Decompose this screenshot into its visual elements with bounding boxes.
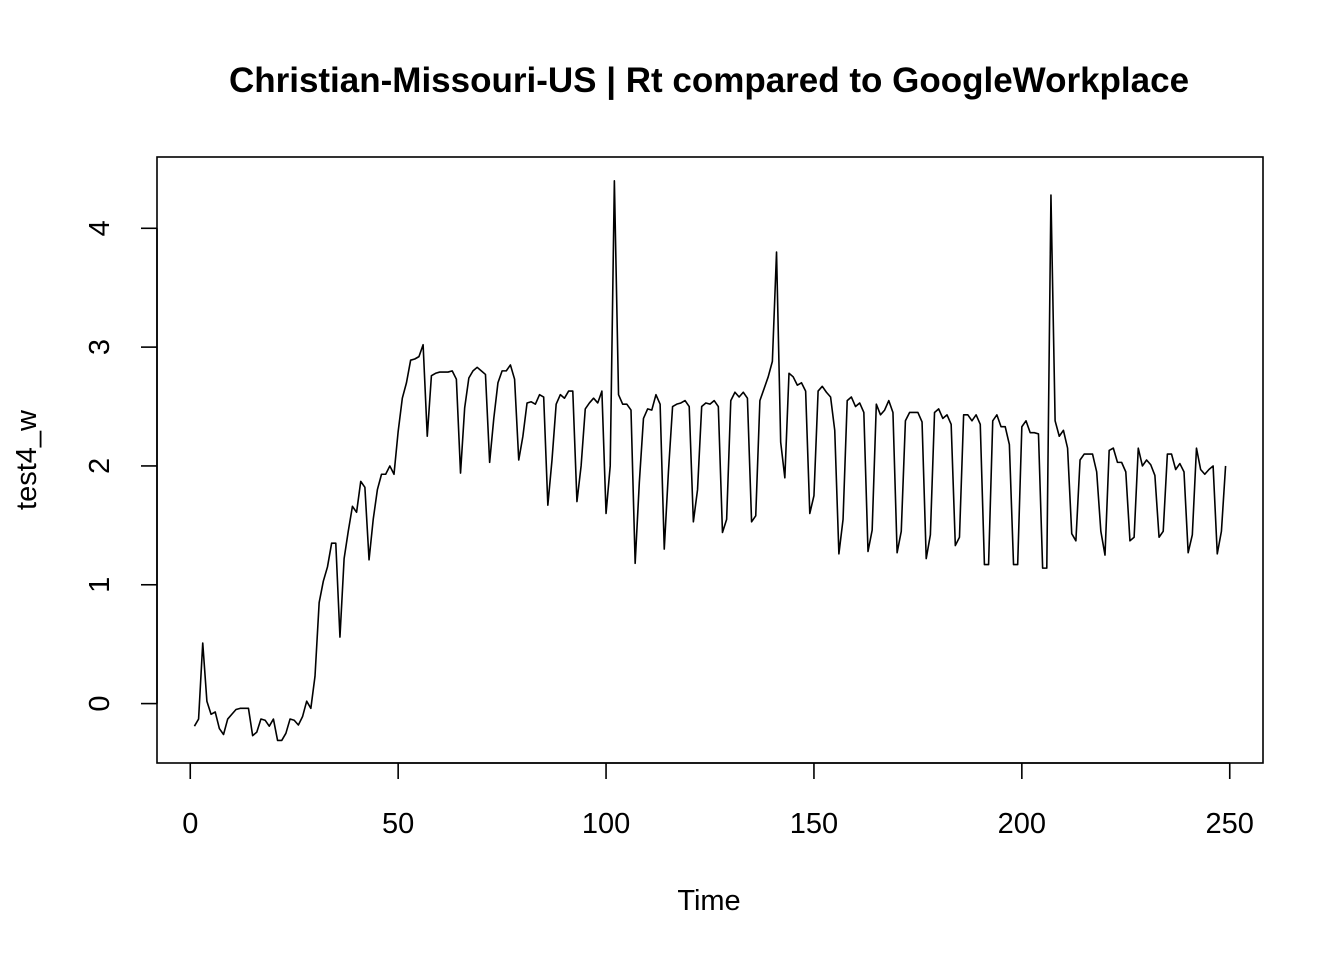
y-tick-label: 1	[84, 577, 116, 593]
y-tick-label: 0	[84, 696, 116, 712]
x-tick-label: 150	[790, 808, 838, 840]
x-tick-label: 250	[1206, 808, 1254, 840]
y-tick-label: 3	[84, 339, 116, 355]
plot-frame	[157, 157, 1263, 763]
series-line	[194, 181, 1225, 741]
y-tick-label: 2	[84, 458, 116, 474]
x-tick-label: 0	[182, 808, 198, 840]
y-axis: 0 1 2 3 4	[84, 220, 157, 711]
x-tick-label: 100	[582, 808, 630, 840]
x-tick-label: 200	[998, 808, 1046, 840]
x-tick-label: 50	[382, 808, 414, 840]
chart-title: Christian-Missouri-US | Rt compared to G…	[229, 61, 1189, 100]
y-tick-label: 4	[84, 220, 116, 236]
x-axis-label: Time	[677, 885, 740, 917]
y-axis-label: test4_w	[11, 409, 43, 510]
x-axis: 0 50 100 150 200 250	[182, 763, 1254, 840]
